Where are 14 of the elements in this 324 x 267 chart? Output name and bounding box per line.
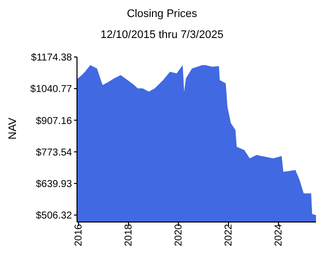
x-tick-label: 2018 — [124, 224, 135, 246]
y-tick-label: $639.93 — [36, 179, 72, 190]
y-tick-label: $1174.38 — [31, 52, 72, 64]
x-tick-label: 2016 — [74, 224, 85, 246]
y-tick-label: $1040.77 — [30, 84, 72, 96]
chart-subtitle: 12/10/2015 thru 7/3/2025 — [100, 29, 224, 41]
chart-title: Closing Prices — [126, 8, 198, 20]
y-axis-title: NAV — [6, 117, 19, 140]
x-tick-label: 2024 — [274, 224, 285, 246]
x-tick-label: 2020 — [174, 224, 185, 246]
y-tick-label: $773.54 — [36, 147, 72, 158]
y-tick-label: $907.16 — [36, 116, 72, 127]
y-tick-label: $506.32 — [36, 210, 72, 222]
x-tick-label: 2022 — [224, 224, 235, 246]
